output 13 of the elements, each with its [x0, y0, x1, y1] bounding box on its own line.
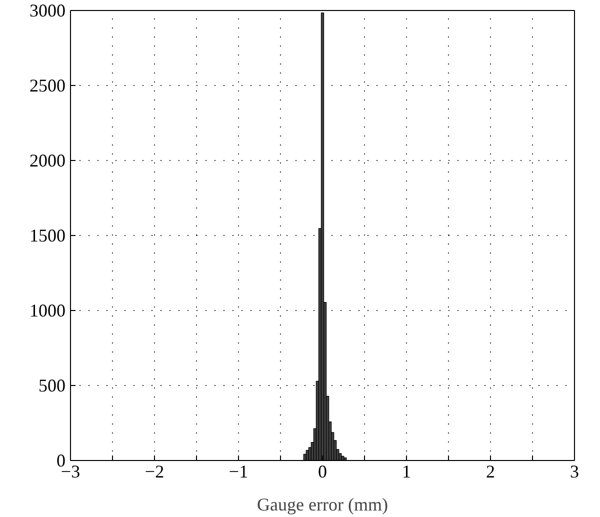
y-tick-label: 3000: [30, 0, 66, 20]
x-axis-title: Gauge error (mm): [257, 494, 388, 514]
y-tick-label: 2000: [30, 150, 66, 170]
x-tick-label: 3: [570, 462, 579, 482]
y-tick-label: 2500: [30, 76, 66, 96]
x-tick-label: 1: [402, 462, 411, 482]
x-tick-label: 0: [318, 462, 327, 482]
y-tick-label: 1000: [30, 300, 66, 320]
x-tick-label: −2: [144, 462, 164, 482]
x-tick-label: 2: [486, 462, 495, 482]
y-tick-label: 1500: [30, 226, 66, 246]
x-tick-label: −1: [228, 462, 248, 482]
y-tick-label: 500: [38, 376, 66, 396]
